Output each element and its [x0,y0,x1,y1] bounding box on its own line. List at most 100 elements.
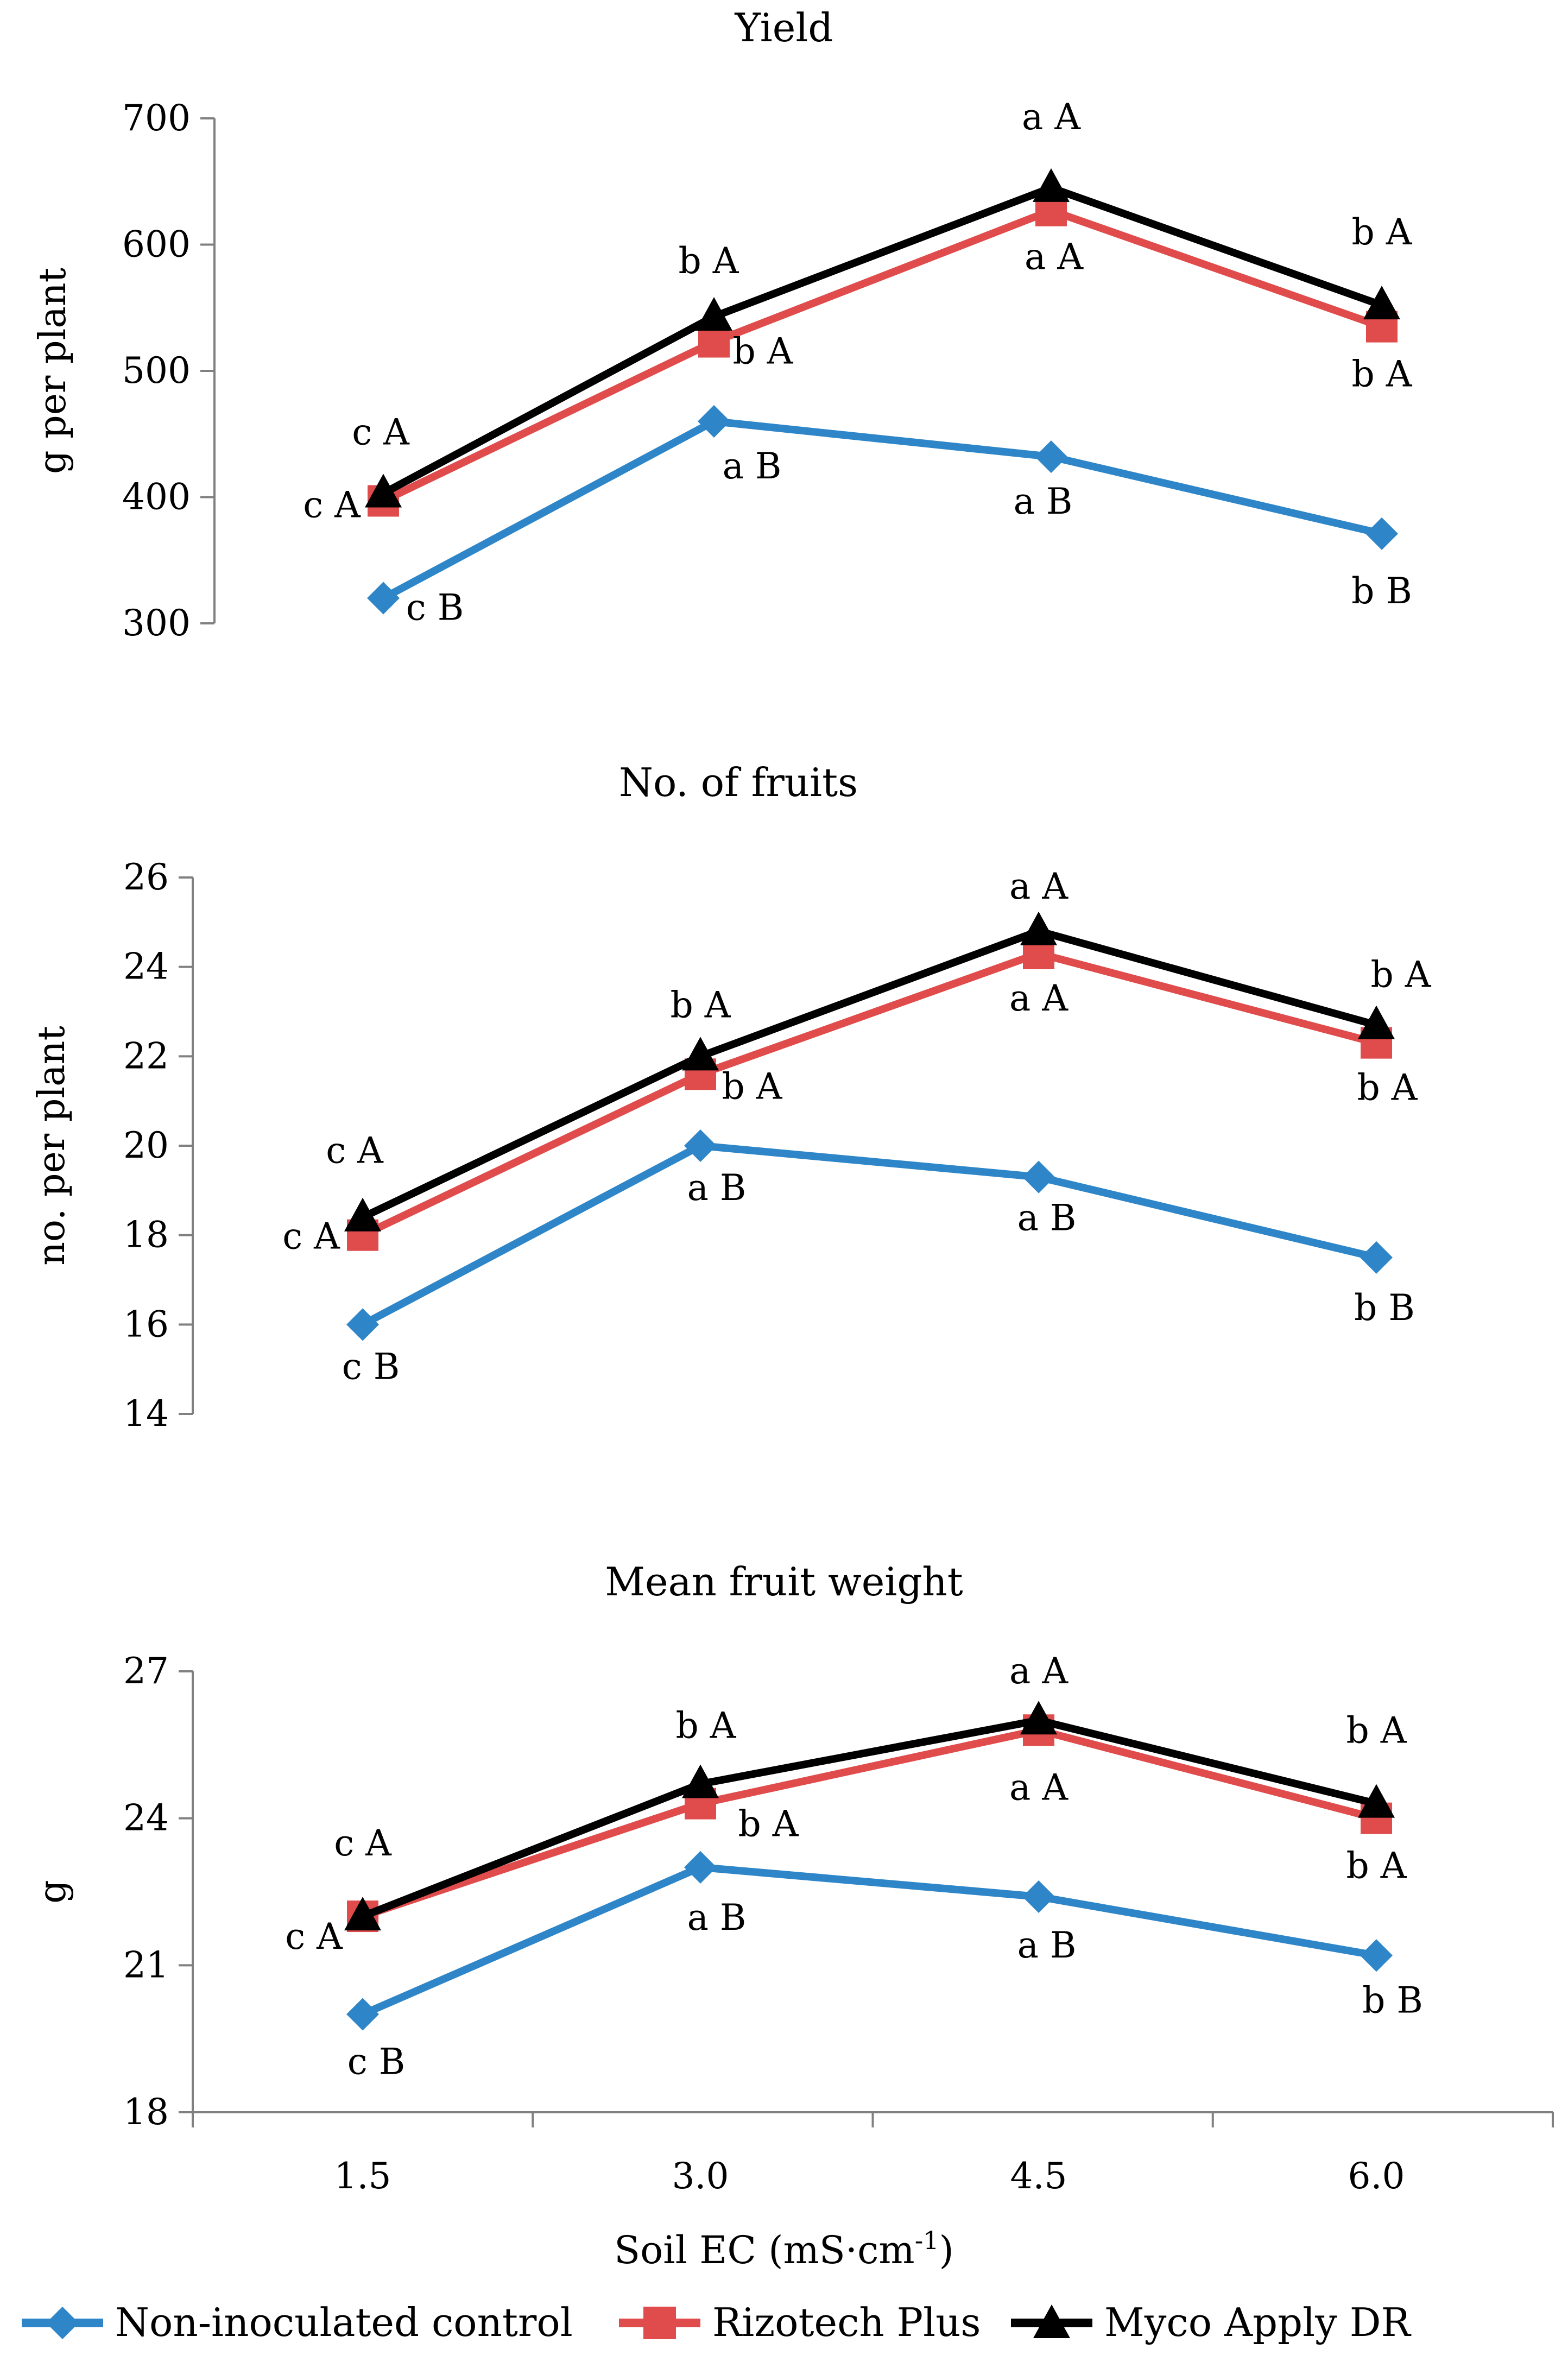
data-point-diamond [1365,517,1398,550]
data-label: b A [1346,1710,1407,1752]
data-point-diamond [1022,1880,1055,1914]
data-label: b B [1351,570,1412,612]
data-label: a A [1022,96,1081,138]
series-rizotech-plus: c A b A a A b A [285,1714,1407,1957]
legend-entry-rizotech-plus: Rizotech Plus [619,2300,981,2345]
y-tick-label: 700 [122,97,191,139]
legend-marker-triangle-icon [1033,2304,1070,2338]
data-label: a A [1009,1766,1068,1808]
series-rizotech-plus: c A b A a A b A [282,937,1418,1258]
data-label: c A [303,484,361,526]
data-label: c A [285,1916,343,1957]
chart-panels: Yield 300 400 500 600 700 g per plant c B a B a B… [30,5,1554,2197]
data-label: b A [676,1705,737,1747]
y-tick-label: 18 [123,2091,169,2133]
y-tick-label: 26 [123,856,169,898]
data-point-diamond [346,1998,379,2031]
data-label: b A [1357,1067,1418,1109]
data-point-diamond [1360,1241,1393,1274]
series-line [361,1863,1377,2018]
data-label: c A [326,1130,384,1172]
data-point-diamond [1022,1160,1055,1194]
data-label: a B [1017,1197,1077,1239]
panel-title: No. of fruits [619,760,858,805]
series-myco-apply-dr: c A b A a A b A [352,96,1413,508]
x-tick-label: 4.5 [1010,2155,1067,2197]
data-point-triangle [682,1037,719,1071]
x-axis-title-main: Soil EC (mS·cm [614,2228,915,2272]
data-label: c B [342,1346,400,1387]
data-point-diamond [698,405,730,438]
data-point-diamond [684,1129,717,1162]
series-non-inoculated-control: c B a B a B b B [346,1851,1423,2083]
series-line [361,949,1377,1239]
data-label: c B [347,2041,405,2083]
panel-no-of-fruits: No. of fruits 14 16 18 20 22 24 26 no. per plant… [30,760,1432,1435]
data-point-triangle [696,297,732,331]
panel-title: Yield [734,5,833,50]
x-axis-title-sup: -1 [915,2226,939,2255]
data-label: b A [1352,211,1413,253]
x-axis-title-close: ) [939,2228,954,2272]
data-label: b A [733,331,794,372]
series-line [361,927,1377,1221]
data-label: a B [1014,481,1073,522]
data-label: b A [671,984,731,1026]
panel-title: Mean fruit weight [605,1559,963,1605]
legend: Non-inoculated control Rizotech Plus Myc… [22,2300,1411,2345]
y-tick-label: 600 [122,224,191,266]
legend-marker-diamond-icon [46,2307,79,2339]
data-point-square [698,326,730,358]
data-label: a A [1009,866,1068,907]
legend-label-rizotech-plus: Rizotech Plus [712,2300,981,2345]
data-label: a B [687,1167,747,1209]
x-tick-label: 6.0 [1348,2155,1405,2197]
y-tick-label: 500 [122,350,191,391]
x-tick-label: 1.5 [334,2155,391,2197]
series-line [361,1716,1377,1920]
series-line [381,418,1383,602]
legend-entry-myco-apply-dr: Myco Apply DR [1011,2300,1411,2345]
legend-label-non-inoculated-control: Non-inoculated control [115,2300,573,2345]
y-tick-label: 400 [122,476,191,518]
data-label: b B [1354,1287,1415,1329]
data-point-triangle [1020,1701,1057,1735]
data-label: b A [1352,353,1413,395]
series-rizotech-plus: c A b A a A b A [303,194,1413,526]
data-label: a A [1025,236,1084,278]
data-point-triangle [344,1197,381,1232]
y-tick-label: 27 [123,1650,169,1692]
y-tick-label: 20 [123,1125,169,1166]
data-label: b A [722,1065,783,1107]
y-tick-label: 24 [123,946,169,988]
data-label: a A [1009,977,1068,1019]
data-label: b A [1371,954,1432,996]
y-axis-title: no. per plant [30,1026,73,1266]
y-axis-title: g per plant [31,268,74,474]
y-tick-label: 24 [123,1797,169,1839]
data-point-triangle [344,1897,381,1931]
data-label: c B [406,587,464,629]
data-label: b A [679,240,739,282]
panel-yield: Yield 300 400 500 600 700 g per plant c B a B a B… [31,5,1413,644]
data-point-triangle [1020,911,1057,945]
series-non-inoculated-control: c B a B a B b B [342,1129,1415,1387]
data-label: b B [1362,1979,1423,2021]
panel-mean-fruit-weight: Mean fruit weight 18 21 24 27 g 1.5 3.0 4.5 6.0 c … [31,1559,1554,2197]
data-point-triangle [1363,286,1400,320]
data-point-diamond [346,1308,379,1341]
x-axis-title: Soil EC (mS·cm-1) [614,2226,954,2272]
y-tick-label: 14 [123,1393,169,1435]
data-label: a B [723,445,782,487]
series-line [381,184,1383,497]
data-label: c A [334,1822,392,1864]
series-line [361,1142,1377,1328]
data-point-triangle [1358,1784,1395,1818]
legend-entry-non-inoculated-control: Non-inoculated control [22,2300,573,2345]
x-tick-label: 3.0 [672,2155,729,2197]
data-label: b A [738,1803,799,1845]
legend-label-myco-apply-dr: Myco Apply DR [1104,2300,1411,2345]
series-myco-apply-dr: c A b A a A b A [334,1650,1407,1931]
